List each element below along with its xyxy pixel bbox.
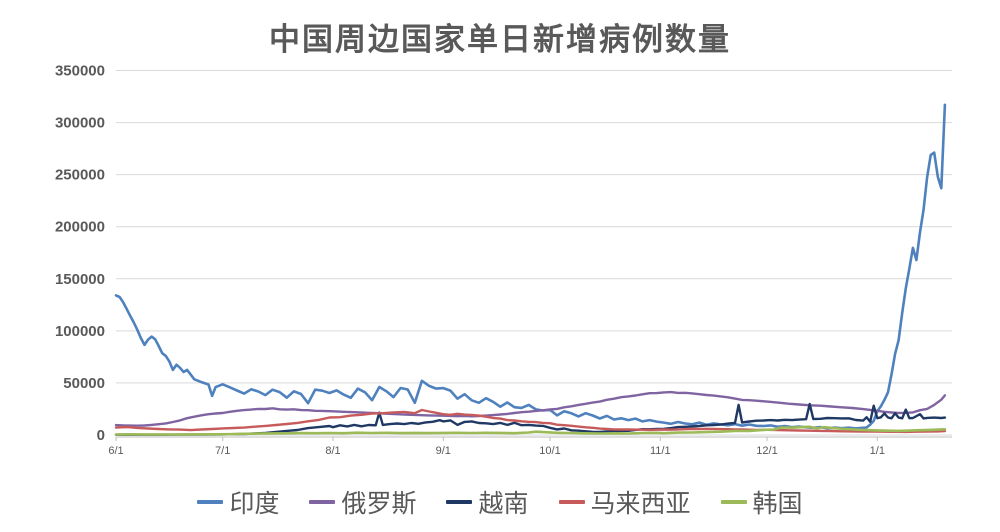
legend-label: 越南 bbox=[478, 489, 529, 518]
series-line-俄罗斯 bbox=[114, 390, 947, 427]
y-axis-label: 200000 bbox=[55, 219, 105, 236]
y-axis-label: 350000 bbox=[55, 63, 105, 80]
legend-swatch-icon bbox=[197, 500, 224, 504]
x-axis-label: 7/1 bbox=[215, 445, 230, 457]
y-axis-label: 250000 bbox=[55, 167, 105, 184]
series-line-韩国 bbox=[114, 425, 947, 436]
x-axis-label: 12/1 bbox=[756, 445, 777, 457]
x-axis-label: 1/1 bbox=[870, 445, 885, 457]
x-axis-label: 6/1 bbox=[108, 445, 123, 457]
legend-item-马来西亚: 马来西亚 bbox=[558, 484, 691, 520]
y-axis-label: 0 bbox=[97, 427, 105, 444]
y-axis-label: 100000 bbox=[55, 323, 105, 340]
x-axis-label: 10/1 bbox=[539, 445, 560, 457]
series-line-越南 bbox=[114, 402, 947, 436]
series-line-印度 bbox=[114, 103, 947, 430]
y-axis-label: 50000 bbox=[63, 375, 105, 392]
legend-item-韩国: 韩国 bbox=[720, 484, 803, 520]
legend-label: 俄罗斯 bbox=[341, 489, 417, 518]
legend-swatch-icon bbox=[309, 500, 336, 504]
legend: 印度 俄罗斯 越南 马来西亚 韩国 bbox=[0, 484, 1000, 520]
legend-label: 印度 bbox=[229, 489, 280, 518]
y-axis-label: 150000 bbox=[55, 271, 105, 288]
legend-swatch-icon bbox=[558, 500, 585, 504]
chart-title: 中国周边国家单日新增病例数量 bbox=[269, 22, 731, 58]
legend-label: 马来西亚 bbox=[590, 489, 691, 518]
legend-swatch-icon bbox=[720, 500, 747, 504]
y-axis-label: 300000 bbox=[55, 115, 105, 132]
legend-item-越南: 越南 bbox=[446, 484, 529, 520]
x-axis-label: 11/1 bbox=[650, 445, 671, 457]
x-axis-label: 8/1 bbox=[325, 445, 340, 457]
series-line-马来西亚 bbox=[114, 408, 947, 434]
legend-item-俄罗斯: 俄罗斯 bbox=[309, 484, 416, 520]
legend-item-印度: 印度 bbox=[197, 484, 279, 520]
x-axis-label: 9/1 bbox=[436, 445, 451, 457]
legend-swatch-icon bbox=[446, 500, 473, 504]
legend-label: 韩国 bbox=[752, 489, 803, 518]
